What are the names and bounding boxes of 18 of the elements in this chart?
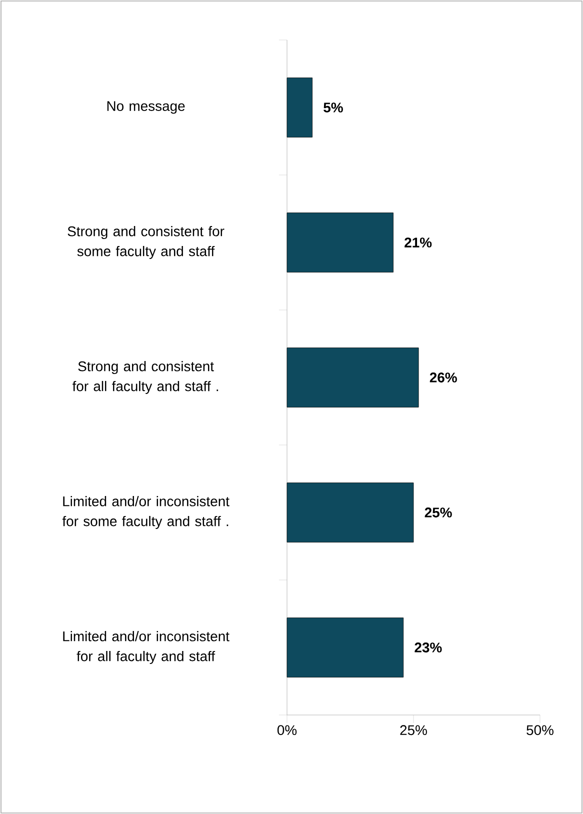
data-label: 25% — [424, 508, 452, 518]
bar — [286, 78, 312, 138]
y-tick-label: Limited and/or inconsistent for all faculty and staff — [63, 631, 230, 664]
x-tick-label: 25% — [400, 725, 427, 736]
data-label: 5% — [324, 102, 343, 112]
data-label: 21% — [404, 238, 432, 248]
data-label: 26% — [430, 372, 457, 382]
x-tick-label: 50% — [526, 725, 554, 736]
bar — [286, 482, 414, 542]
y-tick-label: No message — [107, 101, 185, 114]
data-label: 23% — [414, 642, 442, 652]
y-tick-label: Limited and/or inconsistent for some faculty and staff . — [62, 496, 230, 529]
x-tick-label: 0% — [277, 725, 297, 736]
y-tick-label: Strong and consistent for some faculty and staff — [68, 226, 224, 259]
y-tick-label: Strong and consistent for all faculty and staff . — [72, 361, 218, 394]
bar — [286, 212, 394, 272]
bar — [286, 618, 404, 678]
bar — [286, 348, 419, 408]
